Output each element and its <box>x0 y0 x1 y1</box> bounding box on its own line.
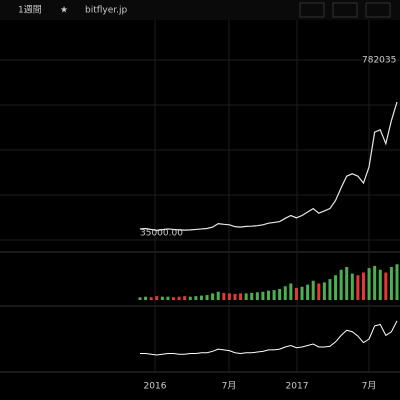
high-price-label: 782035 <box>362 55 396 65</box>
volume-bar <box>239 293 243 300</box>
price-line <box>139 101 398 231</box>
volume-bar <box>250 292 254 300</box>
volume-bar <box>183 296 187 300</box>
volume-bar <box>378 269 382 300</box>
low-price-label: 35000.00 <box>140 229 183 239</box>
volume-bar <box>345 267 349 300</box>
volume-bar <box>278 289 282 300</box>
settings-button[interactable] <box>365 2 391 18</box>
volume-bar <box>322 282 326 300</box>
volume-bar <box>177 296 181 300</box>
indicator-button[interactable] <box>332 2 358 18</box>
volume-bar <box>350 273 354 300</box>
volume-bar <box>267 290 270 300</box>
volume-bar <box>194 296 198 300</box>
price-grid <box>0 20 400 372</box>
symbol: bitflyer.jp <box>85 6 128 16</box>
volume-bar <box>328 279 332 300</box>
volume-bar <box>361 272 365 300</box>
volume-bar <box>199 295 203 300</box>
volume-bar <box>339 269 343 300</box>
volume-bar <box>149 297 153 300</box>
macd-line <box>140 320 398 356</box>
volume-bar <box>160 296 164 300</box>
volume-bar <box>144 296 148 300</box>
volume-bar <box>166 296 170 300</box>
volume-bar <box>261 291 265 300</box>
volume-bar <box>317 283 321 300</box>
volume-bar <box>389 267 393 300</box>
volume-bar <box>255 292 259 300</box>
volume-bar <box>311 280 315 300</box>
volume-bar <box>334 275 338 300</box>
volume-bar <box>300 286 304 300</box>
volume-bar <box>233 293 237 300</box>
volume-bar <box>373 265 377 300</box>
interval-button[interactable]: 1週間 <box>18 5 42 16</box>
x-axis-label: 7月 <box>362 381 377 392</box>
volume-bar <box>294 287 298 300</box>
volume-bar <box>384 272 388 300</box>
volume-bar <box>244 293 248 300</box>
volume-bar <box>356 275 360 300</box>
chart-type-button[interactable] <box>299 2 325 18</box>
volume-bar <box>222 292 226 300</box>
volume-bar <box>188 296 192 300</box>
volume-bar <box>216 291 220 300</box>
volume-bar <box>227 293 231 300</box>
volume-bar <box>155 296 159 300</box>
x-axis-label: 2017 <box>286 382 309 392</box>
volume-bar <box>172 297 176 300</box>
x-axis-label: 2016 <box>144 382 167 392</box>
volume-bar <box>367 268 371 300</box>
volume-bar <box>283 286 287 300</box>
volume-bar <box>306 284 310 300</box>
volume-bar <box>211 293 215 300</box>
volume-bar <box>289 283 293 300</box>
volume-bar <box>272 290 276 300</box>
volume-bar <box>205 295 209 300</box>
volume-bar <box>138 297 142 300</box>
x-axis-label: 7月 <box>222 381 237 392</box>
favorite-star[interactable]: ★ <box>60 6 68 16</box>
volume-bar <box>395 264 399 300</box>
